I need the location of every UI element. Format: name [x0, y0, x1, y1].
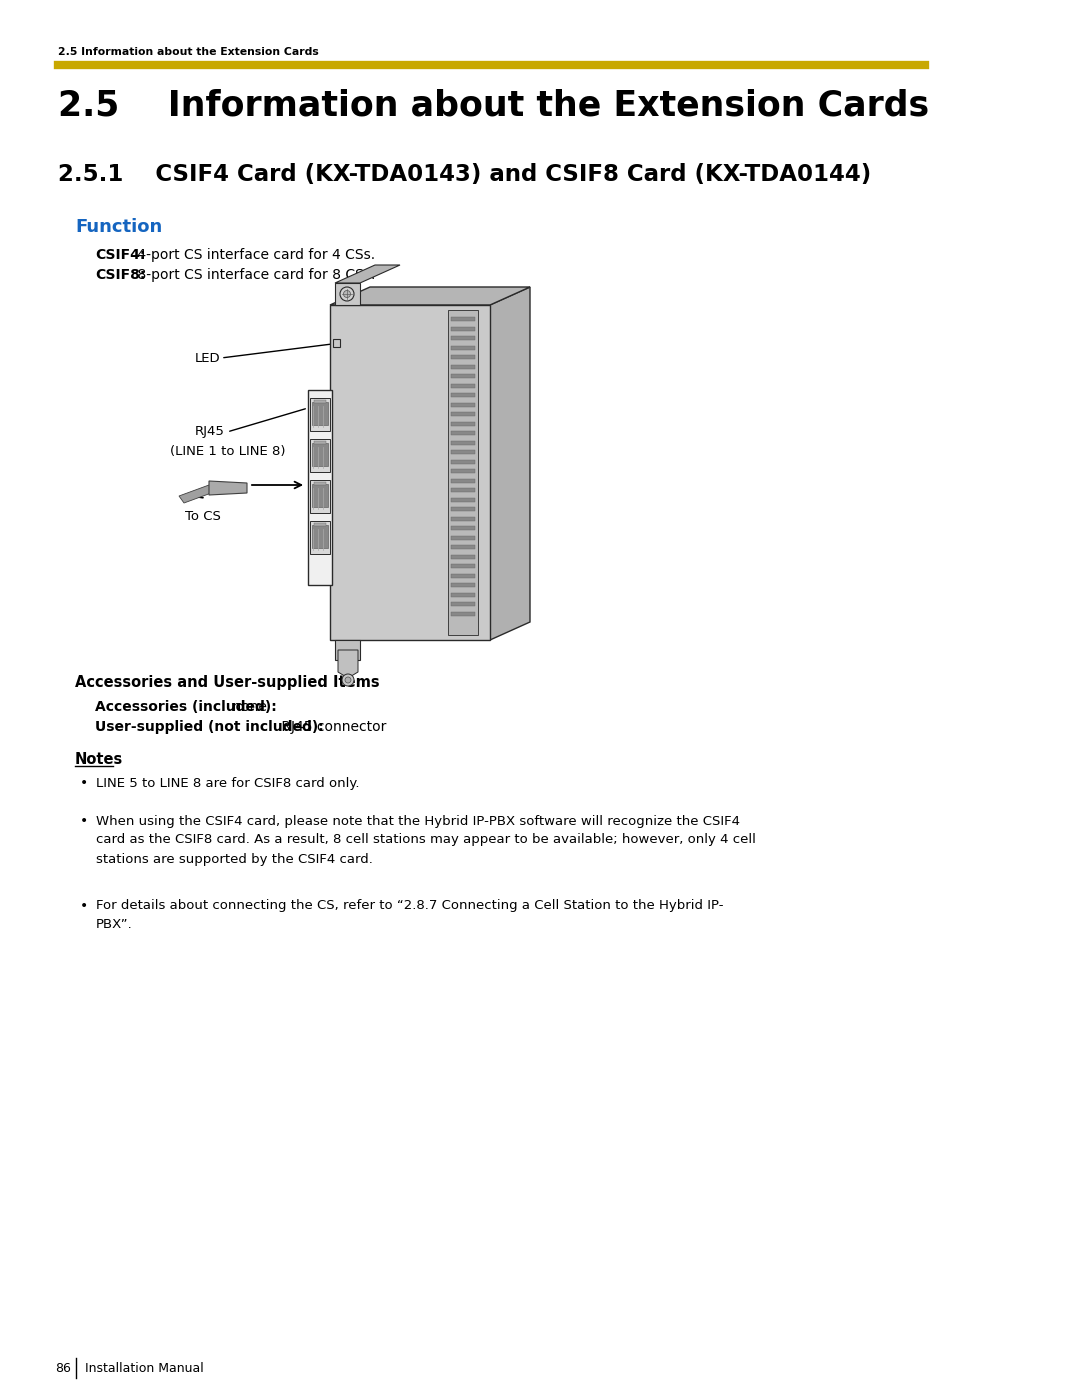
Bar: [451, 422, 475, 426]
Bar: [451, 374, 475, 379]
Bar: [310, 521, 330, 555]
Bar: [451, 602, 475, 606]
Polygon shape: [330, 305, 490, 640]
Circle shape: [343, 291, 351, 298]
Bar: [451, 469, 475, 474]
Bar: [451, 412, 475, 416]
Bar: [451, 488, 475, 492]
Bar: [451, 479, 475, 482]
Text: LINE 5 to LINE 8 are for CSIF8 card only.: LINE 5 to LINE 8 are for CSIF8 card only…: [96, 777, 360, 789]
Circle shape: [345, 678, 351, 683]
Circle shape: [342, 673, 354, 686]
Bar: [451, 393, 475, 397]
Text: 86: 86: [55, 1362, 71, 1375]
Text: When using the CSIF4 card, please note that the Hybrid IP-PBX software will reco: When using the CSIF4 card, please note t…: [96, 814, 740, 827]
Polygon shape: [179, 485, 214, 503]
Bar: [451, 535, 475, 539]
Text: card as the CSIF8 card. As a result, 8 cell stations may appear to be available;: card as the CSIF8 card. As a result, 8 c…: [96, 834, 756, 847]
Bar: [451, 583, 475, 587]
Bar: [314, 522, 326, 527]
Circle shape: [340, 286, 354, 300]
Text: LED: LED: [195, 352, 220, 365]
Text: none: none: [228, 700, 267, 714]
Bar: [451, 460, 475, 464]
Text: To CS: To CS: [185, 510, 221, 522]
Bar: [314, 441, 326, 444]
Bar: [451, 440, 475, 444]
Text: (LINE 1 to LINE 8): (LINE 1 to LINE 8): [170, 446, 285, 458]
Bar: [451, 384, 475, 387]
Bar: [308, 390, 332, 585]
Bar: [335, 640, 360, 659]
Bar: [451, 402, 475, 407]
Bar: [310, 481, 330, 513]
Bar: [310, 398, 330, 432]
Bar: [451, 574, 475, 577]
Bar: [335, 284, 360, 305]
Bar: [314, 482, 326, 485]
Text: Notes: Notes: [75, 752, 123, 767]
Text: CSIF8:: CSIF8:: [95, 268, 146, 282]
Bar: [312, 443, 328, 467]
Bar: [451, 517, 475, 521]
Bar: [451, 345, 475, 349]
Polygon shape: [330, 286, 530, 305]
Bar: [312, 402, 328, 425]
Bar: [310, 439, 330, 472]
Text: 4-port CS interface card for 4 CSs.: 4-port CS interface card for 4 CSs.: [133, 249, 375, 263]
Bar: [451, 317, 475, 321]
Text: Accessories and User-supplied Items: Accessories and User-supplied Items: [75, 675, 380, 690]
Bar: [333, 339, 340, 346]
Text: Function: Function: [75, 218, 162, 236]
Text: CSIF4:: CSIF4:: [95, 249, 146, 263]
Text: •: •: [80, 900, 89, 914]
Text: 2.5 Information about the Extension Cards: 2.5 Information about the Extension Card…: [58, 47, 319, 57]
Text: •: •: [80, 775, 89, 789]
Polygon shape: [210, 481, 247, 495]
Bar: [451, 527, 475, 529]
Bar: [451, 450, 475, 454]
Bar: [451, 365, 475, 369]
Text: User-supplied (not included):: User-supplied (not included):: [95, 719, 324, 733]
Bar: [451, 612, 475, 616]
Text: PBX”.: PBX”.: [96, 918, 133, 932]
Bar: [314, 400, 326, 402]
Bar: [451, 432, 475, 434]
Bar: [451, 555, 475, 559]
Polygon shape: [335, 265, 400, 284]
Bar: [312, 483, 328, 507]
Text: Installation Manual: Installation Manual: [85, 1362, 204, 1375]
Polygon shape: [338, 650, 357, 678]
Text: 8-port CS interface card for 8 CSs.: 8-port CS interface card for 8 CSs.: [133, 268, 376, 282]
Text: 2.5.1    CSIF4 Card (KX-TDA0143) and CSIF8 Card (KX-TDA0144): 2.5.1 CSIF4 Card (KX-TDA0143) and CSIF8 …: [58, 163, 872, 186]
Text: 2.5    Information about the Extension Cards: 2.5 Information about the Extension Card…: [58, 88, 929, 122]
Text: Accessories (included):: Accessories (included):: [95, 700, 276, 714]
Bar: [451, 355, 475, 359]
Bar: [312, 525, 328, 548]
Bar: [451, 507, 475, 511]
Text: stations are supported by the CSIF4 card.: stations are supported by the CSIF4 card…: [96, 852, 373, 866]
Bar: [451, 545, 475, 549]
Text: RJ45 connector: RJ45 connector: [276, 719, 387, 733]
Bar: [448, 310, 478, 636]
Bar: [451, 564, 475, 569]
Bar: [451, 592, 475, 597]
Bar: [451, 337, 475, 339]
Polygon shape: [490, 286, 530, 640]
Bar: [451, 327, 475, 331]
Text: RJ45: RJ45: [195, 426, 225, 439]
Bar: [451, 497, 475, 502]
Text: •: •: [80, 814, 89, 828]
Text: For details about connecting the CS, refer to “2.8.7 Connecting a Cell Station t: For details about connecting the CS, ref…: [96, 900, 724, 912]
